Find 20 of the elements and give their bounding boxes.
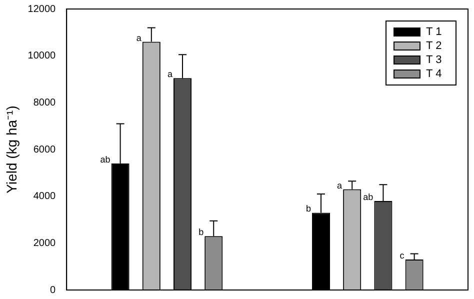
y-axis-title: Yield (kg ha⁻¹)	[3, 106, 20, 194]
y-tick-label: 8000	[33, 97, 56, 108]
data-label: b	[306, 204, 311, 214]
data-label: c	[400, 250, 405, 261]
y-tick-label: 4000	[33, 191, 56, 202]
data-label: ab	[363, 192, 374, 202]
data-label: a	[136, 32, 142, 43]
data-label: a	[337, 180, 342, 190]
y-tick-label: 0	[50, 284, 56, 296]
y-tick-label: 12000	[28, 4, 56, 15]
legend-label: T 2	[426, 40, 442, 52]
legend-label: T 3	[426, 54, 442, 66]
y-tick-label: 2000	[33, 238, 56, 249]
legend-label: T 1	[426, 26, 442, 38]
data-label: b	[198, 227, 204, 238]
y-tick-label: 10000	[28, 50, 56, 62]
data-label: ab	[100, 154, 110, 165]
data-label: a	[167, 69, 172, 80]
y-tick-label: 6000	[33, 144, 56, 156]
legend-label: T 4	[426, 68, 442, 80]
